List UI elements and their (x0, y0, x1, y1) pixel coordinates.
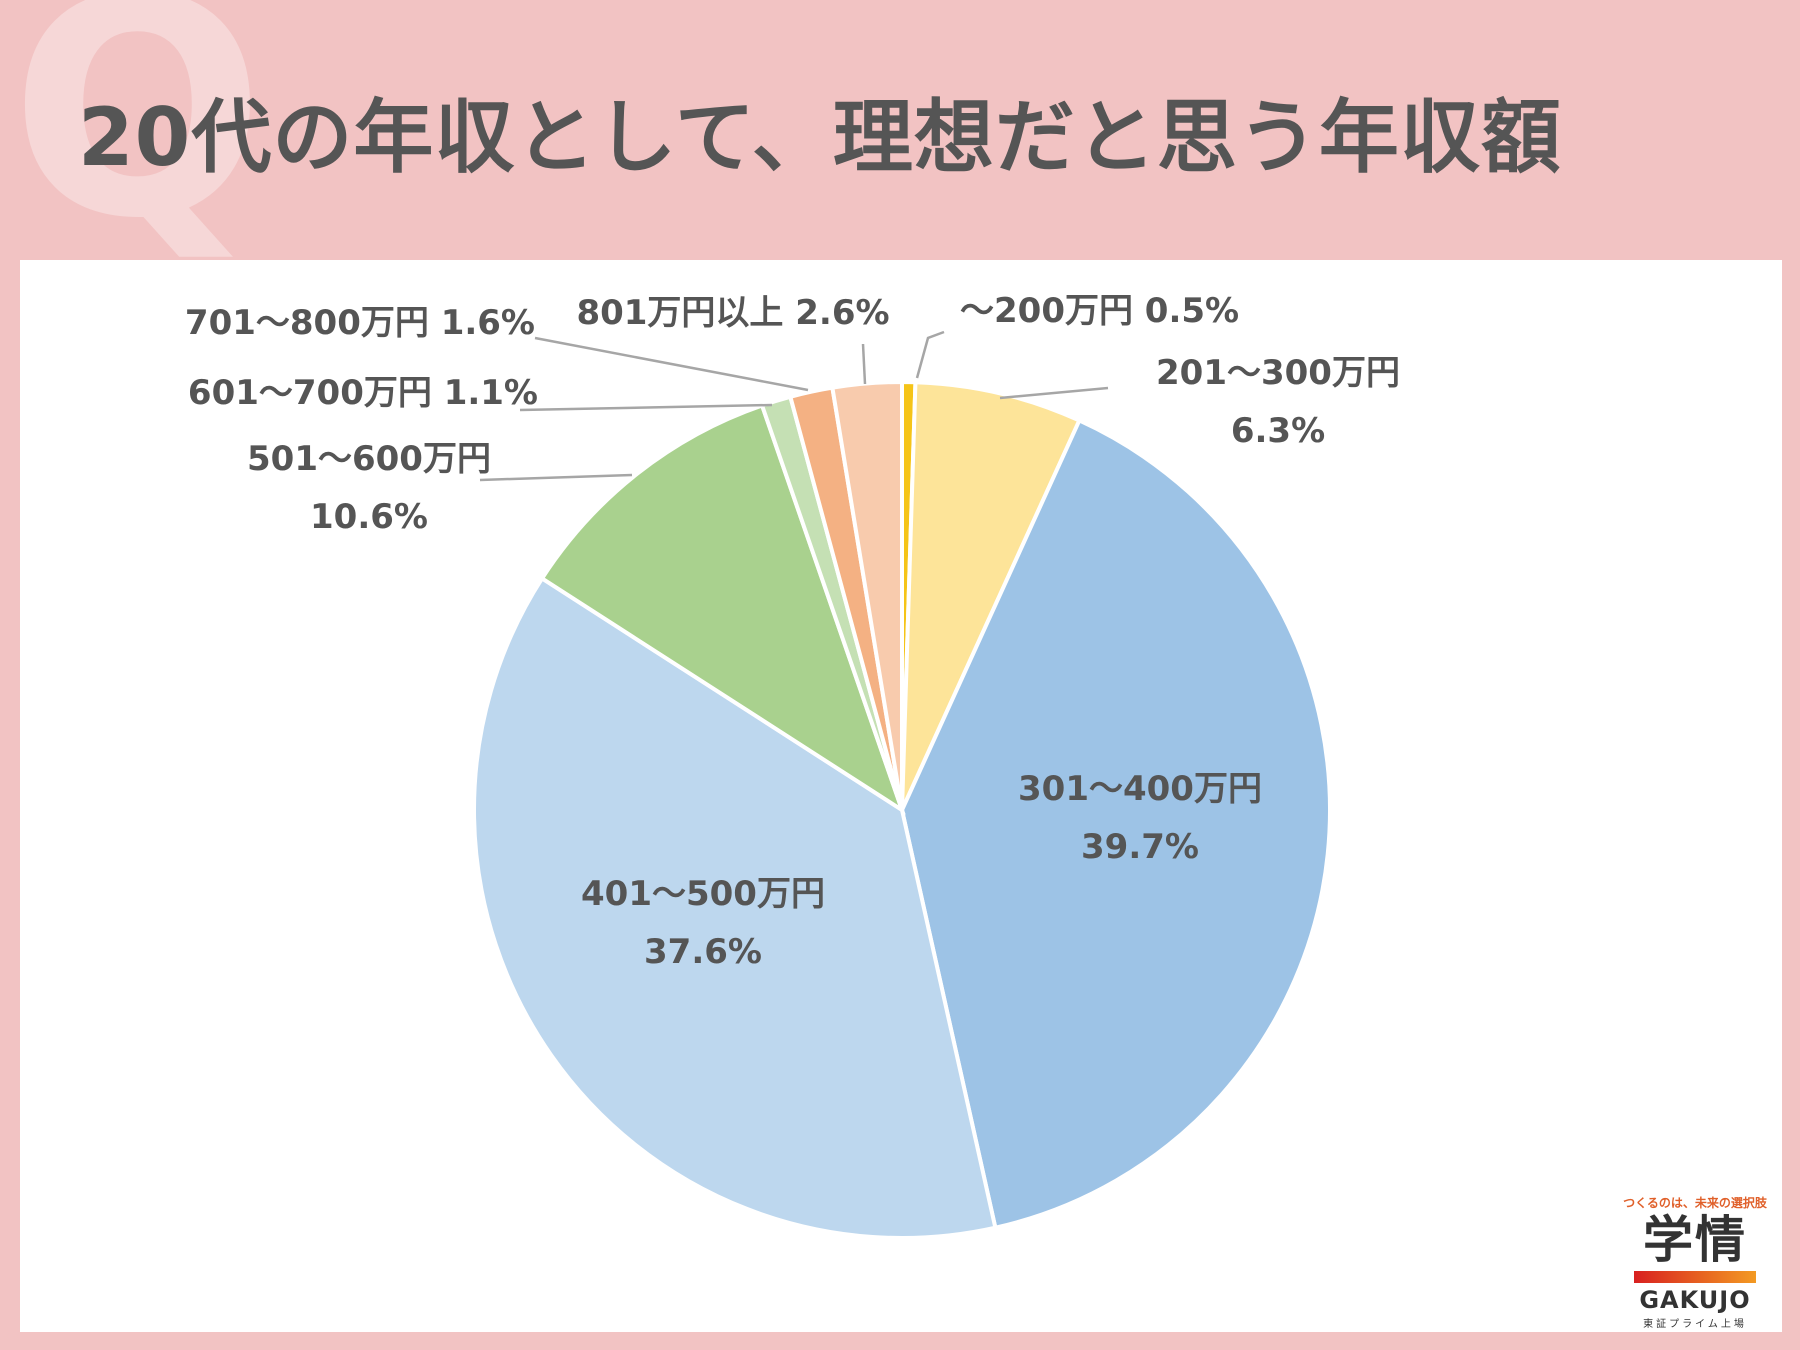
slice-label-line: 37.6% (644, 932, 762, 972)
slice-label: 801万円以上 2.6% (576, 293, 889, 333)
slice-label-line: ～200万円 0.5% (960, 291, 1239, 331)
slice-label-line: 601～700万円 1.1% (188, 373, 538, 413)
slice-label: 301～400万円 39.7% (1018, 769, 1262, 867)
pie-chart: ～200万円 0.5% 201～300万円 6.3% 301～400万円 39.7% 40… (185, 291, 1400, 1240)
slice-label: 201～300万円 6.3% (1156, 353, 1400, 451)
leader-line (479, 473, 633, 482)
pie-slice (900, 380, 1082, 811)
slice-label-line: 201～300万円 (1156, 353, 1400, 393)
leader-line (999, 386, 1109, 400)
slice-label-line: 801万円以上 2.6% (576, 293, 889, 333)
slice-label: 701～800万円 1.6% (185, 303, 535, 343)
slice-label-line: 10.6% (310, 497, 428, 537)
pie-slice (830, 379, 904, 811)
leader-line (519, 403, 773, 412)
q-watermark: Q (10, 0, 266, 284)
slice-label: 601～700万円 1.1% (188, 373, 538, 413)
slice-label-line: 6.3% (1231, 411, 1325, 451)
pie-slice (472, 575, 998, 1240)
chart-panel: ～200万円 0.5% 201～300万円 6.3% 301～400万円 39.7% 40… (20, 260, 1782, 1332)
logo-tagline: つくるのは、未来の選択肢 (1623, 1196, 1767, 1210)
slice-label: 501～600万円 10.6% (247, 439, 491, 537)
leader-line (534, 336, 809, 392)
logo-bar (1634, 1271, 1756, 1283)
logo-name: GAKUJO (1639, 1286, 1751, 1314)
gakujo-logo: つくるのは、未来の選択肢 学情 GAKUJO 東証プライム上場 (1620, 1194, 1770, 1330)
slice-label-line: 39.7% (1081, 827, 1199, 867)
pie-slice (899, 417, 1332, 1231)
logo-sub: 東証プライム上場 (1643, 1319, 1747, 1330)
leader-line (861, 343, 867, 385)
slice-label-line: 301～400万円 (1018, 769, 1262, 809)
page-title: 20代の年収として、理想だと思う年収額 (78, 91, 1562, 184)
leader-line (915, 330, 945, 379)
slice-label-line: 401～500万円 (581, 874, 825, 914)
slice-label-line: 701～800万円 1.6% (185, 303, 535, 343)
slice-label: 401～500万円 37.6% (581, 874, 825, 972)
slice-label: ～200万円 0.5% (960, 291, 1239, 331)
pie-slice (539, 402, 906, 815)
slice-label-line: 501～600万円 (247, 439, 491, 479)
logo-kanji: 学情 (1643, 1211, 1747, 1269)
